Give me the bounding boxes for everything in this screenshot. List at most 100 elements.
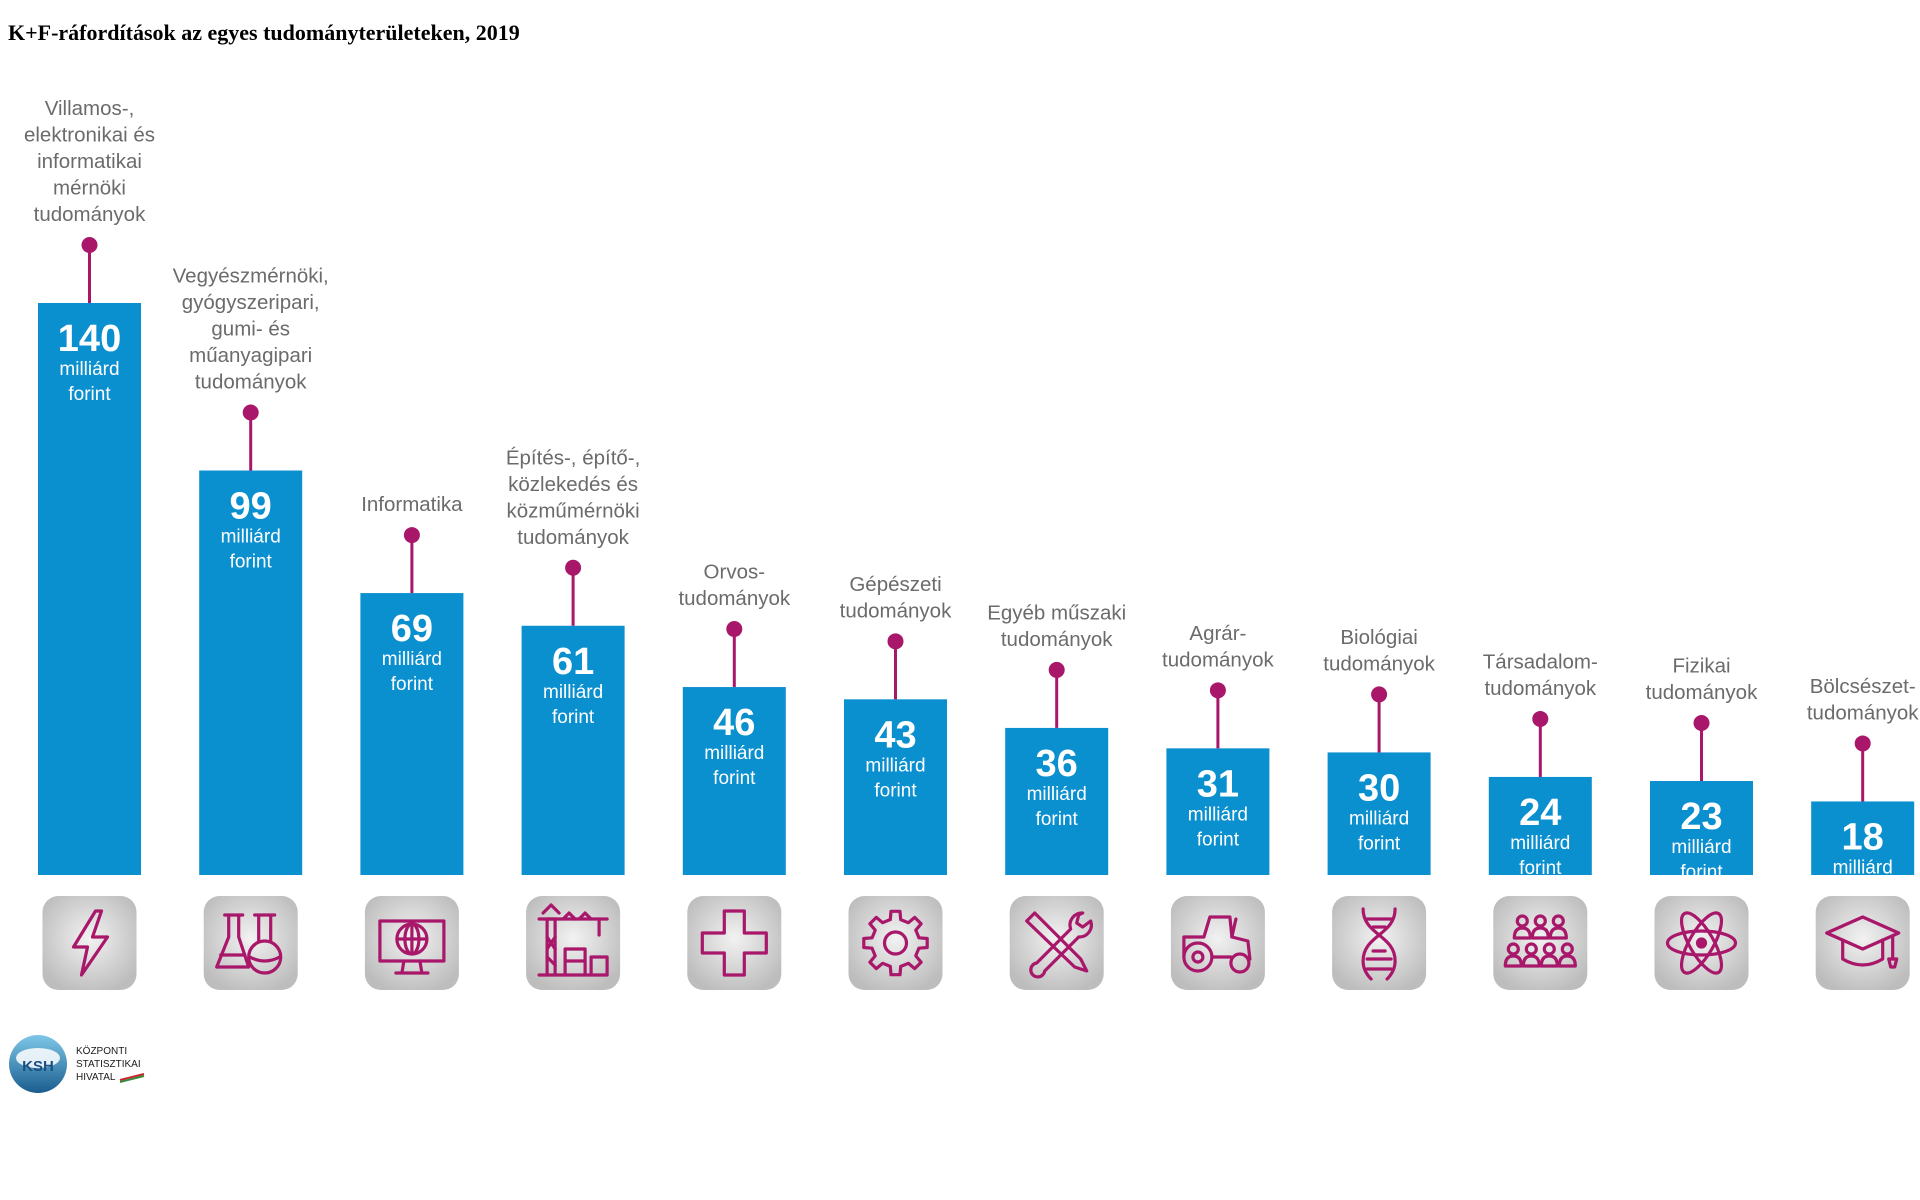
category-label: gyógyszeripari, <box>182 291 320 314</box>
unit-label: forint <box>1197 829 1240 850</box>
unit-label: milliárd <box>704 743 764 764</box>
value-label: 36 <box>1036 743 1078 785</box>
category-label: tudományok <box>34 203 146 226</box>
bar-dot <box>1532 710 1549 727</box>
category-label: gumi- és <box>211 318 290 341</box>
flask-icon <box>203 896 298 990</box>
category-label: tudományok <box>517 526 629 549</box>
unit-label: forint <box>1036 809 1079 830</box>
tools-icon <box>1009 896 1104 990</box>
bar-dot <box>887 633 904 650</box>
bar <box>1166 748 1270 875</box>
bar <box>38 303 141 875</box>
bar <box>1327 752 1431 875</box>
unit-label: milliárd <box>1671 837 1731 858</box>
category-label: tudományok <box>1807 701 1919 724</box>
lightning-icon <box>42 896 137 990</box>
unit-label: forint <box>552 707 595 728</box>
tractor-icon <box>1170 896 1265 990</box>
bar-dot <box>565 559 582 576</box>
bar-chart: Villamos-, elektronikai és informatikai mér… <box>24 97 1919 990</box>
category-label: Orvos- <box>704 561 766 584</box>
bar-dot <box>1048 661 1065 678</box>
bar-dot <box>726 621 743 638</box>
bar <box>1650 781 1753 875</box>
category-label: mérnöki <box>53 177 126 200</box>
unit-label: forint <box>68 384 111 405</box>
bar <box>521 625 625 875</box>
bar <box>199 470 303 875</box>
category-label: Gépészeti <box>849 573 941 596</box>
medical-cross-icon <box>687 896 782 990</box>
category-label: közműmérnöki <box>506 499 639 522</box>
value-label: 140 <box>58 318 121 360</box>
globe-monitor-icon <box>364 896 459 990</box>
category-label: Bölcsészet- <box>1810 675 1916 698</box>
category-label: Villamos-, <box>45 97 135 120</box>
bar <box>682 687 786 875</box>
value-label: 99 <box>230 486 272 528</box>
category-label: műanyagipari <box>189 344 312 367</box>
value-label: 30 <box>1358 767 1400 809</box>
people-icon <box>1493 896 1588 990</box>
unit-label: milliárd <box>382 649 442 670</box>
unit-label: milliárd <box>1349 808 1409 829</box>
chart-title: K+F-ráfordítások az egyes tudományterüle… <box>8 20 520 45</box>
unit-label: forint <box>1519 858 1562 879</box>
unit-label: milliárd <box>221 527 281 548</box>
crane-icon <box>526 896 621 990</box>
bar <box>1811 801 1915 875</box>
category-label: Fizikai <box>1672 655 1730 678</box>
value-label: 24 <box>1519 792 1561 834</box>
value-label: 43 <box>874 714 916 756</box>
category-label: tudományok <box>678 587 790 610</box>
bar-dot <box>242 404 259 421</box>
unit-label: milliárd <box>1510 833 1570 854</box>
unit-label: forint <box>1358 833 1401 854</box>
unit-label: milliárd <box>1833 857 1893 878</box>
bar-dot <box>403 527 420 544</box>
bar <box>844 699 947 875</box>
gear-icon <box>848 896 943 990</box>
category-label: Társadalom- <box>1483 650 1598 673</box>
unit-label: milliárd <box>543 682 603 703</box>
unit-label: forint <box>230 552 273 573</box>
category-label: tudományok <box>1323 652 1435 675</box>
category-label: elektronikai és <box>24 124 155 147</box>
graduation-cap-icon <box>1815 896 1910 990</box>
logo-line-2: STATISZTIKAI <box>76 1059 141 1070</box>
bar-dot <box>81 237 98 253</box>
bar-dot <box>1693 715 1710 732</box>
category-label: Építés-, építő-, <box>506 446 640 469</box>
category-label: közlekedés és <box>508 473 638 496</box>
ksh-logo: KSH KÖZPONTI STATISZTIKAI HIVATAL <box>8 1034 158 1094</box>
category-label: tudományok <box>840 599 952 622</box>
category-label: tudományok <box>1484 677 1596 700</box>
bar <box>1005 727 1109 875</box>
unit-label: forint <box>874 780 917 801</box>
category-label: informatikai <box>37 150 142 173</box>
unit-label: milliárd <box>1027 784 1087 805</box>
value-label: 31 <box>1197 763 1239 805</box>
value-label: 61 <box>552 641 594 683</box>
unit-label: milliárd <box>865 755 925 776</box>
category-label: tudományok <box>1001 628 1113 651</box>
unit-label: forint <box>713 768 756 789</box>
logo-line-1: KÖZPONTI <box>76 1045 127 1057</box>
category-label: Biológiai <box>1340 626 1418 649</box>
logo-abbr: KSH <box>22 1058 54 1075</box>
unit-label: milliárd <box>1188 804 1248 825</box>
value-label: 23 <box>1680 796 1722 838</box>
logo-line-3: HIVATAL <box>76 1072 116 1083</box>
value-label: 69 <box>391 608 433 650</box>
unit-label: forint <box>1680 862 1723 883</box>
bar-dot <box>1209 682 1226 699</box>
category-label: Agrár- <box>1189 622 1246 645</box>
unit-label: forint <box>391 674 434 695</box>
category-label: tudományok <box>195 371 307 394</box>
category-label: tudományok <box>1162 648 1274 671</box>
category-label: Egyéb műszaki <box>987 601 1126 624</box>
bar-dot <box>1854 735 1871 752</box>
dna-icon <box>1332 896 1427 990</box>
category-label: Informatika <box>361 493 463 516</box>
